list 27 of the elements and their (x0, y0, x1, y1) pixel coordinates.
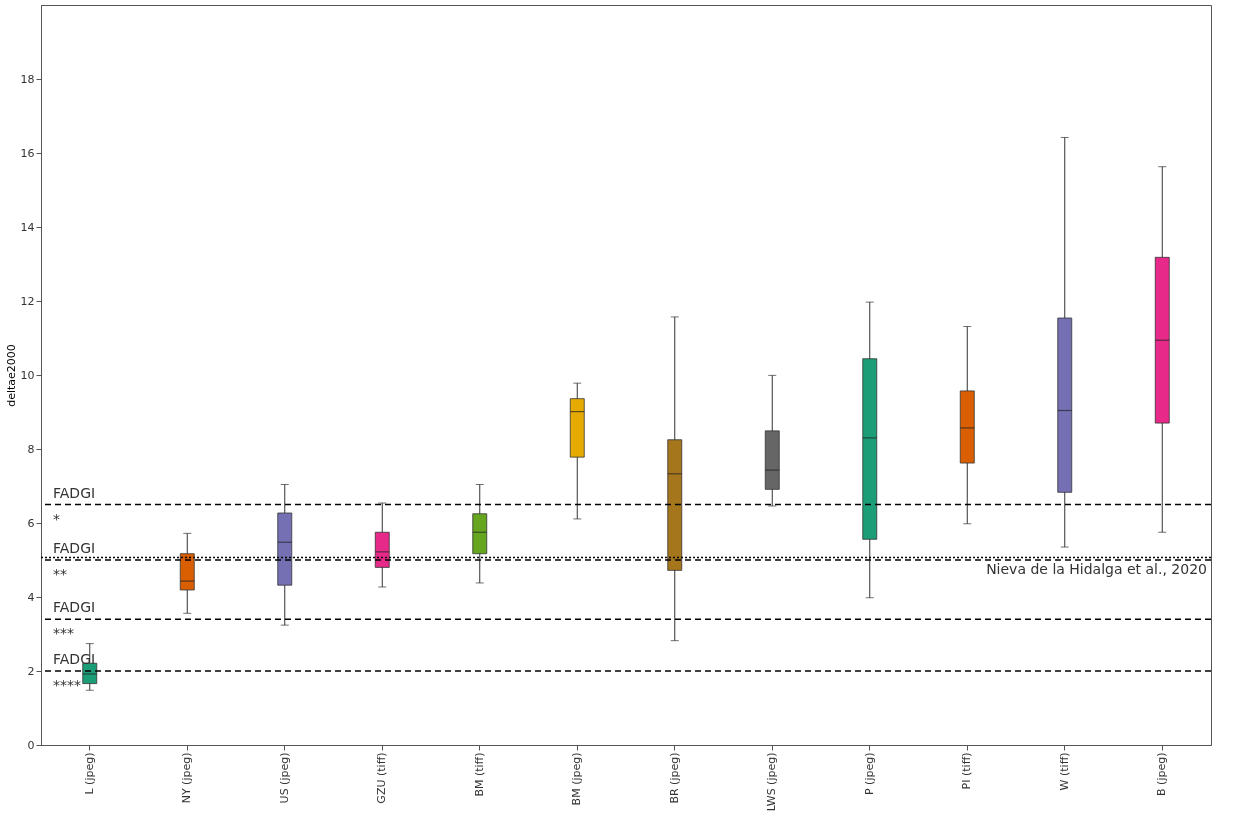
ref-line-label: FADGI ** (53, 540, 96, 582)
ref-line-label: Nieva de la Hidalga et al., 2020 (986, 561, 1207, 578)
y-tick-label: 2 (27, 664, 35, 678)
x-tick-label: BM (tiff) (472, 752, 486, 797)
y-tick-label: 14 (20, 220, 35, 234)
x-tick-label: NY (jpeg) (180, 752, 194, 804)
x-tick-label: B (jpeg) (1155, 752, 1169, 796)
ref-line-label: FADGI * (53, 484, 96, 527)
x-tick-label: GZU (tiff) (375, 752, 389, 804)
x-tick-label: L (jpeg) (82, 752, 96, 795)
y-tick-label: 18 (20, 72, 35, 86)
y-tick-label: 4 (27, 590, 35, 604)
x-tick-label: BM (jpeg) (570, 752, 584, 806)
y-tick-label: 8 (27, 442, 35, 456)
x-tick-label: LWS (jpeg) (765, 752, 779, 812)
x-tick-label: US (jpeg) (277, 752, 291, 804)
y-tick-label: 0 (27, 738, 35, 752)
x-tick-label: BR (jpeg) (667, 752, 681, 804)
y-tick-label: 12 (20, 294, 35, 308)
y-axis-title: deltae2000 (4, 344, 18, 407)
y-tick-label: 16 (20, 146, 35, 160)
x-tick-label: PI (tiff) (960, 752, 974, 790)
y-tick-label: 10 (20, 368, 35, 382)
x-tick-label: W (tiff) (1057, 752, 1071, 791)
ref-line-label: FADGI *** (53, 599, 96, 642)
x-tick-label: P (jpeg) (862, 752, 876, 796)
y-tick-label: 6 (27, 516, 35, 530)
